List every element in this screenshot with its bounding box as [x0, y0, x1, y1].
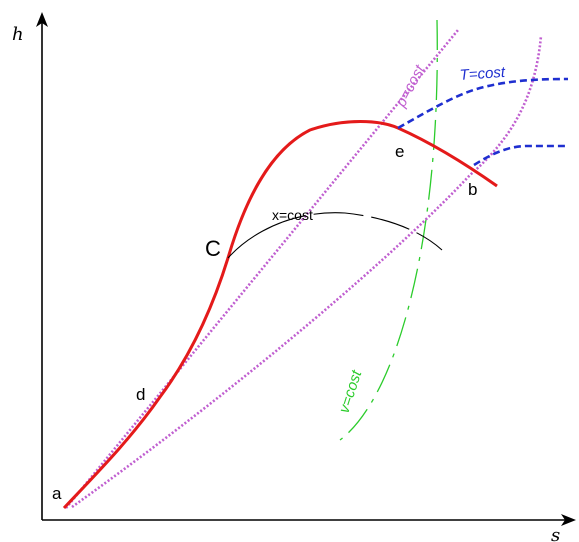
- isotherm-label: T=cost: [459, 64, 506, 84]
- point-b-label: b: [468, 180, 477, 199]
- isochore-label: v=cost: [336, 368, 366, 416]
- isobar-line-lower: [71, 35, 543, 509]
- point-labels: a d C e b: [52, 142, 477, 503]
- isotherm-line-lower: [473, 144, 568, 167]
- quality-line: [227, 212, 443, 259]
- quality-label: x=cost: [272, 207, 313, 223]
- point-a-label: a: [52, 484, 62, 503]
- isochore-line: [339, 19, 438, 441]
- point-c-label: C: [205, 236, 221, 261]
- point-e-label: e: [395, 142, 404, 161]
- isobars: [64, 29, 543, 509]
- isobar-line-upper: [64, 29, 460, 509]
- y-axis-label: h: [12, 24, 24, 45]
- x-axis-label: s: [551, 525, 560, 542]
- isotherms: [397, 77, 569, 167]
- isotherm-line-upper: [397, 77, 569, 130]
- point-d-label: d: [136, 385, 145, 404]
- axes: h s: [12, 12, 576, 542]
- x-axis-arrowhead: [561, 514, 576, 526]
- saturation-curve: [62, 120, 498, 510]
- y-axis-arrowhead: [36, 12, 48, 27]
- isobar-label: p=cost: [392, 62, 429, 111]
